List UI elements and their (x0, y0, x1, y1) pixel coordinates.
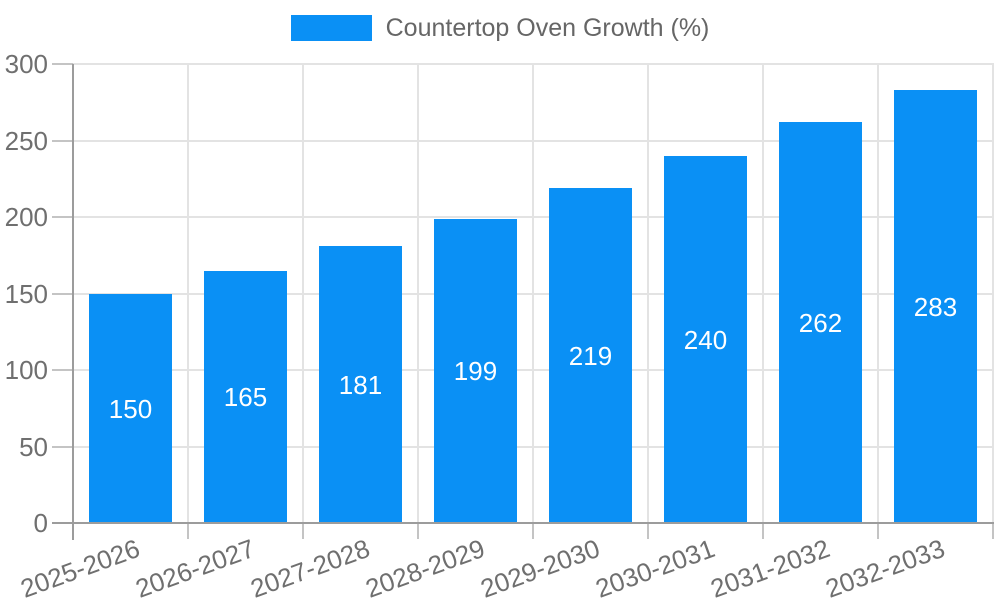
bar-2030-2031[interactable] (664, 156, 747, 523)
y-tick-100 (52, 369, 73, 371)
y-tick-150 (52, 293, 73, 295)
bar-2028-2029[interactable] (434, 219, 517, 523)
x-axis-label-2032-2033: 2032-2033 (821, 533, 949, 600)
y-axis-label-100: 100 (4, 355, 48, 385)
bar-value-label-2028-2029: 199 (453, 356, 498, 386)
y-tick-50 (52, 446, 73, 448)
gridline-x-3 (417, 64, 419, 523)
x-tick-6 (762, 524, 764, 539)
x-axis-label-2030-2031: 2030-2031 (591, 533, 719, 600)
legend-item[interactable]: Countertop Oven Growth (%) (290, 13, 710, 43)
gridline-x-4 (532, 64, 534, 523)
x-tick-5 (647, 524, 649, 539)
y-axis-label-0: 0 (33, 508, 48, 538)
bar-2031-2032[interactable] (779, 122, 862, 523)
bar-value-label-2027-2028: 181 (338, 370, 383, 400)
bar-value-label-2032-2033: 283 (913, 292, 958, 322)
legend-label: Countertop Oven Growth (%) (385, 14, 710, 42)
y-tick-200 (52, 216, 73, 218)
bar-2029-2030[interactable] (549, 188, 632, 523)
y-axis-label-200: 200 (4, 202, 48, 232)
bar-value-label-2030-2031: 240 (683, 325, 728, 355)
x-axis-label-2031-2032: 2031-2032 (706, 533, 834, 600)
x-tick-4 (532, 524, 534, 539)
legend-swatch (290, 15, 372, 41)
x-axis-label-2026-2027: 2026-2027 (131, 533, 259, 600)
bar-2027-2028[interactable] (319, 246, 402, 523)
x-tick-7 (877, 524, 879, 539)
x-axis-line (52, 522, 994, 524)
gridline-x-7 (877, 64, 879, 523)
bar-value-label-2025-2026: 150 (108, 394, 153, 424)
y-axis-label-150: 150 (4, 279, 48, 309)
y-axis-line (72, 64, 74, 540)
y-axis-label-250: 250 (4, 126, 48, 156)
bar-value-label-2029-2030: 219 (568, 341, 613, 371)
gridline-x-1 (187, 64, 189, 523)
bar-2025-2026[interactable] (89, 294, 172, 523)
x-tick-3 (417, 524, 419, 539)
y-tick-300 (52, 63, 73, 65)
y-axis-label-50: 50 (19, 432, 48, 462)
y-axis-label-300: 300 (4, 49, 48, 79)
gridline-x-6 (762, 64, 764, 523)
y-tick-250 (52, 140, 73, 142)
bar-2032-2033[interactable] (894, 90, 977, 523)
x-axis-label-2028-2029: 2028-2029 (361, 533, 489, 600)
bar-2026-2027[interactable] (204, 271, 287, 523)
x-axis-label-2029-2030: 2029-2030 (476, 533, 604, 600)
bar-value-label-2031-2032: 262 (798, 308, 843, 338)
x-tick-2 (302, 524, 304, 539)
gridline-x-5 (647, 64, 649, 523)
x-tick-1 (187, 524, 189, 539)
x-axis-label-2025-2026: 2025-2026 (16, 533, 144, 600)
legend: Countertop Oven Growth (%) (0, 13, 1000, 43)
bar-value-label-2026-2027: 165 (223, 382, 268, 412)
x-axis-label-2027-2028: 2027-2028 (246, 533, 374, 600)
gridline-x-8 (992, 64, 994, 523)
gridline-x-2 (302, 64, 304, 523)
x-tick-8 (992, 524, 994, 539)
